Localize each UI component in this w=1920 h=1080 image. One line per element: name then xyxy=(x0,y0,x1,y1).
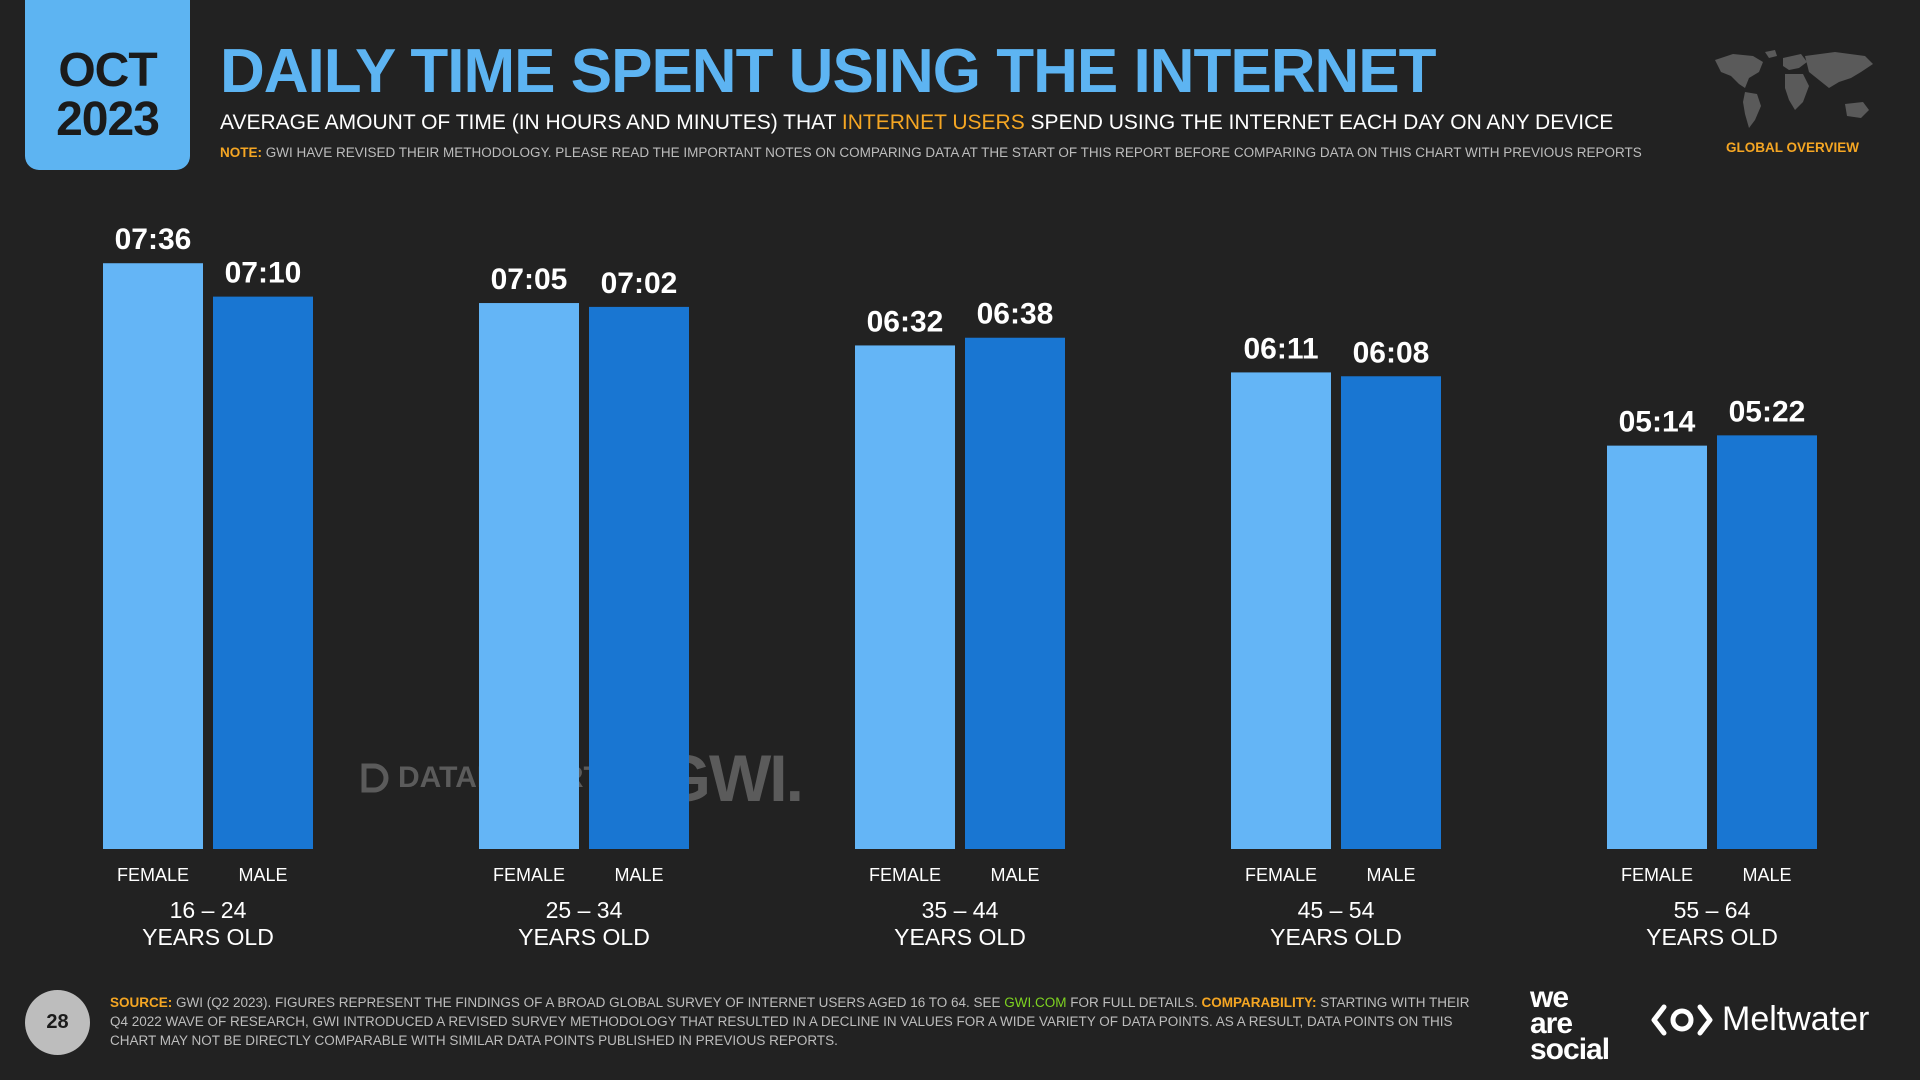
datareportal-logo-icon xyxy=(361,763,389,793)
report-date-badge: OCT 2023 xyxy=(25,0,190,170)
report-year: 2023 xyxy=(56,93,160,146)
category-suffix-label: YEARS OLD xyxy=(142,924,274,950)
series-label-female: FEMALE xyxy=(117,865,189,885)
logo-word-we: we xyxy=(1530,981,1569,1014)
bar-value-label: 06:32 xyxy=(867,305,944,338)
bar-female-2 xyxy=(479,303,579,849)
source-text: GWI (Q2 2023). FIGURES REPRESENT THE FIN… xyxy=(172,995,1005,1010)
series-label-male: MALE xyxy=(1366,865,1415,885)
category-label: 45 – 54 xyxy=(1298,897,1375,923)
page-number: 28 xyxy=(25,990,90,1055)
series-label-male: MALE xyxy=(614,865,663,885)
we-are-social-logo: we are social xyxy=(1530,981,1610,1066)
meltwater-text: Meltwater xyxy=(1722,1000,1870,1038)
bar-value-label: 07:10 xyxy=(225,257,302,290)
series-label-male: MALE xyxy=(1742,865,1791,885)
comparability-text: STARTING WITH THEIR Q4 2022 WAVE OF RESE… xyxy=(110,995,1470,1048)
note-text: GWI HAVE REVISED THEIR METHODOLOGY. PLEA… xyxy=(262,145,1642,160)
bar-male-2 xyxy=(589,306,689,849)
logo-word-are: are xyxy=(1530,1007,1573,1040)
bar-value-label: 07:02 xyxy=(601,267,678,300)
series-label-male: MALE xyxy=(990,865,1039,885)
meltwater-logo: Meltwater xyxy=(1650,1000,1869,1039)
category-suffix-label: YEARS OLD xyxy=(518,924,650,950)
bar-female-1 xyxy=(103,263,203,849)
category-label: 16 – 24 xyxy=(170,897,247,923)
logo-word-social: social xyxy=(1530,1033,1610,1066)
report-month: OCT xyxy=(58,44,157,97)
series-label-female: FEMALE xyxy=(1621,865,1693,885)
comparability-label: COMPARABILITY: xyxy=(1201,995,1317,1010)
bar-value-label: 05:14 xyxy=(1619,406,1696,439)
bar-value-label: 06:11 xyxy=(1243,332,1318,365)
bar-female-5 xyxy=(1607,445,1707,849)
series-label-female: FEMALE xyxy=(1245,865,1317,885)
series-label-female: FEMALE xyxy=(869,865,941,885)
bar-value-label: 07:36 xyxy=(115,223,192,256)
category-label: 55 – 64 xyxy=(1674,897,1751,923)
subtitle-text-end: SPEND USING THE INTERNET EACH DAY ON ANY… xyxy=(1024,111,1614,134)
bar-female-4 xyxy=(1231,372,1331,849)
bar-value-label: 07:05 xyxy=(491,263,568,296)
bar-value-label: 06:08 xyxy=(1353,336,1430,369)
bar-male-5 xyxy=(1717,435,1817,849)
methodology-note: NOTE: GWI HAVE REVISED THEIR METHODOLOGY… xyxy=(220,145,1642,160)
series-label-male: MALE xyxy=(238,865,287,885)
bar-value-label: 05:22 xyxy=(1729,395,1806,428)
bar-male-4 xyxy=(1341,376,1441,849)
page-title: DAILY TIME SPENT USING THE INTERNET xyxy=(220,37,1436,106)
source-text-continued: FOR FULL DETAILS. xyxy=(1066,995,1202,1010)
source-label: SOURCE: xyxy=(110,995,173,1010)
category-suffix-label: YEARS OLD xyxy=(1646,924,1778,950)
source-link[interactable]: GWI.COM xyxy=(1004,995,1067,1010)
world-map-icon xyxy=(1715,50,1873,128)
category-label: 35 – 44 xyxy=(922,897,999,923)
region-label: GLOBAL OVERVIEW xyxy=(1725,140,1860,155)
bar-female-3 xyxy=(855,345,955,849)
category-label: 25 – 34 xyxy=(546,897,623,923)
page-subtitle: AVERAGE AMOUNT OF TIME (IN HOURS AND MIN… xyxy=(220,111,1613,135)
bar-value-label: 06:38 xyxy=(977,298,1054,331)
subtitle-highlight: INTERNET USERS xyxy=(841,111,1025,134)
source-note: SOURCE: GWI (Q2 2023). FIGURES REPRESENT… xyxy=(110,993,1490,1050)
subtitle-text-start: AVERAGE AMOUNT OF TIME (IN HOURS AND MIN… xyxy=(220,111,842,134)
series-label-female: FEMALE xyxy=(493,865,565,885)
bar-male-3 xyxy=(965,337,1065,849)
category-suffix-label: YEARS OLD xyxy=(894,924,1026,950)
meltwater-mark-icon xyxy=(1651,1004,1713,1035)
bar-male-1 xyxy=(213,296,313,849)
note-label: NOTE: xyxy=(220,145,262,160)
category-suffix-label: YEARS OLD xyxy=(1270,924,1402,950)
